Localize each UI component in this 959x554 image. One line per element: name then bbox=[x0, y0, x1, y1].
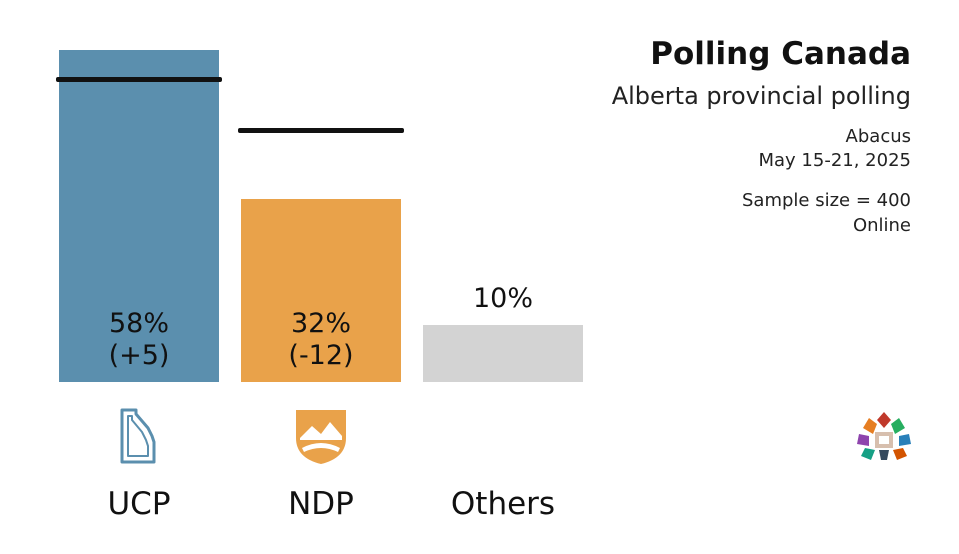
category-label-others: Others bbox=[450, 486, 556, 522]
poll-mode: Online bbox=[852, 215, 911, 236]
value-label-others: 10% bbox=[472, 282, 533, 314]
value-label-ucp: 58% bbox=[108, 308, 169, 339]
value-label-ndp: 32% bbox=[290, 308, 351, 339]
poll-dates: May 15-21, 2025 bbox=[758, 150, 912, 171]
bar-others bbox=[423, 324, 583, 382]
mountain-shield-icon bbox=[296, 410, 346, 464]
alberta-outline-icon bbox=[120, 408, 156, 464]
previous-result-line-ucp bbox=[56, 76, 222, 82]
category-label-ndp: NDP bbox=[288, 486, 354, 522]
bar-ucp bbox=[59, 50, 219, 382]
sample-size: Sample size = 400 bbox=[742, 190, 911, 211]
chart-subtitle: Alberta provincial polling bbox=[611, 82, 911, 110]
polling-canada-logo bbox=[857, 412, 911, 460]
category-label-ucp: UCP bbox=[107, 486, 171, 522]
chart-title: Polling Canada bbox=[650, 36, 911, 72]
previous-result-line-ndp bbox=[238, 128, 404, 134]
change-label-ndp: (-12) bbox=[288, 340, 354, 371]
bar-ndp bbox=[241, 198, 401, 382]
pollster-name: Abacus bbox=[845, 126, 911, 147]
change-label-ucp: (+5) bbox=[108, 340, 170, 371]
